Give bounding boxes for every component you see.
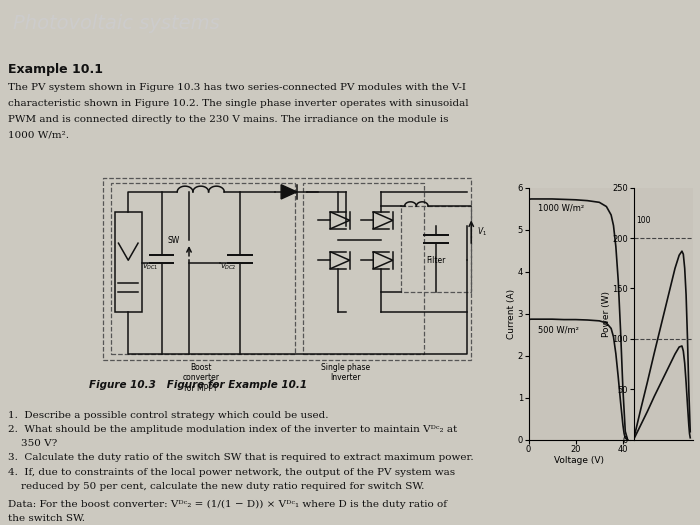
Text: $V_{DC1}$: $V_{DC1}$ (142, 262, 159, 272)
Text: 1000 W/m²: 1000 W/m² (538, 204, 584, 213)
Text: The PV system shown in Figure 10.3 has two series-connected PV modules with the : The PV system shown in Figure 10.3 has t… (8, 83, 466, 92)
Text: SW: SW (167, 236, 179, 245)
Text: Boost
converter
for MPPT: Boost converter for MPPT (182, 363, 219, 393)
Polygon shape (281, 185, 297, 199)
Text: Figure 10.3   Figure for Example 10.1: Figure 10.3 Figure for Example 10.1 (90, 380, 307, 391)
Y-axis label: Current (A): Current (A) (508, 289, 516, 339)
Text: Filter: Filter (426, 256, 446, 265)
Text: 500 W/m²: 500 W/m² (538, 326, 579, 334)
X-axis label: Voltage (V): Voltage (V) (554, 456, 604, 465)
Text: characteristic shown in Figure 10.2. The single phase inverter operates with sin: characteristic shown in Figure 10.2. The… (8, 99, 468, 108)
Text: PWM and is connected directly to the 230 V mains. The irradiance on the module i: PWM and is connected directly to the 230… (8, 115, 449, 124)
Text: 3.  Calculate the duty ratio of the switch SW that is required to extract maximu: 3. Calculate the duty ratio of the switc… (8, 454, 474, 463)
Text: Data: For the boost converter: Vᴰᶜ₂ = (1/(1 − D)) × Vᴰᶜ₁ where D is the duty rat: Data: For the boost converter: Vᴰᶜ₂ = (1… (8, 500, 447, 509)
Text: Photovoltaic systems: Photovoltaic systems (13, 14, 219, 33)
Text: Example 10.1: Example 10.1 (8, 63, 103, 76)
Text: the switch SW.: the switch SW. (8, 514, 85, 523)
Text: 2.  What should be the amplitude modulation index of the inverter to maintain Vᴰ: 2. What should be the amplitude modulati… (8, 425, 457, 434)
Y-axis label: Power (W): Power (W) (602, 291, 611, 337)
Text: 1000 W/m².: 1000 W/m². (8, 131, 69, 140)
Text: reduced by 50 per cent, calculate the new duty ratio required for switch SW.: reduced by 50 per cent, calculate the ne… (8, 481, 424, 490)
Text: $V_{DC2}$: $V_{DC2}$ (220, 262, 237, 272)
Text: 1.  Describe a possible control strategy which could be used.: 1. Describe a possible control strategy … (8, 411, 328, 420)
Text: Single phase
Inverter: Single phase Inverter (321, 363, 370, 382)
Text: 350 V?: 350 V? (8, 439, 57, 448)
Text: 100: 100 (636, 216, 651, 225)
Text: 4.  If, due to constraints of the local power network, the output of the PV syst: 4. If, due to constraints of the local p… (8, 467, 455, 477)
Text: $V_1$: $V_1$ (477, 226, 487, 238)
